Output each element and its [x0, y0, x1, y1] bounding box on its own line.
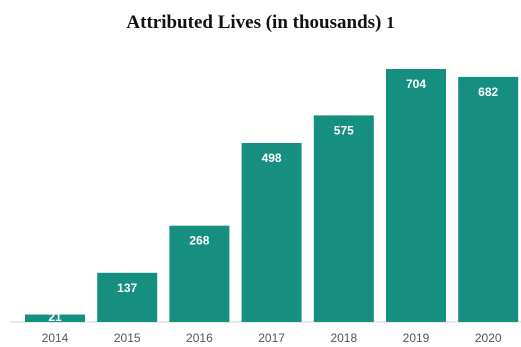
x-tick-label-2020: 2020: [475, 331, 502, 345]
x-tick-label-2016: 2016: [186, 331, 213, 345]
x-tick-label-2018: 2018: [330, 331, 357, 345]
x-tick-label-2017: 2017: [258, 331, 285, 345]
chart-title: Attributed Lives (in thousands) 1: [0, 12, 521, 34]
bars-group: [25, 69, 519, 323]
bar-2018: [313, 115, 374, 323]
bar-value-label-2015: 137: [117, 281, 137, 295]
bar-2020: [458, 76, 519, 323]
chart-title-text: Attributed Lives (in thousands): [126, 12, 382, 33]
bar-2014: [25, 314, 85, 322]
bar-value-label-2017: 498: [262, 151, 282, 165]
bar-value-label-2014: 21: [48, 310, 62, 324]
bar-value-labels: 21 137 268 498 575 704 682: [48, 77, 498, 324]
x-tick-label-2015: 2015: [114, 331, 141, 345]
x-tick-label-2019: 2019: [403, 331, 430, 345]
bar-2015: [97, 272, 158, 322]
bar-2016: [169, 225, 230, 322]
bar-value-label-2020: 682: [478, 85, 498, 99]
bar-2017: [241, 143, 302, 322]
x-tick-label-2014: 2014: [42, 331, 69, 345]
title-footnote-marker: 1: [386, 13, 395, 32]
bar-value-label-2019: 704: [406, 77, 426, 91]
x-tick-labels: 2014 2015 2016 2017 2018 2019 2020: [42, 331, 502, 345]
bar-value-label-2016: 268: [189, 234, 209, 248]
bar-value-label-2018: 575: [334, 123, 354, 137]
bar-2019: [386, 69, 446, 322]
